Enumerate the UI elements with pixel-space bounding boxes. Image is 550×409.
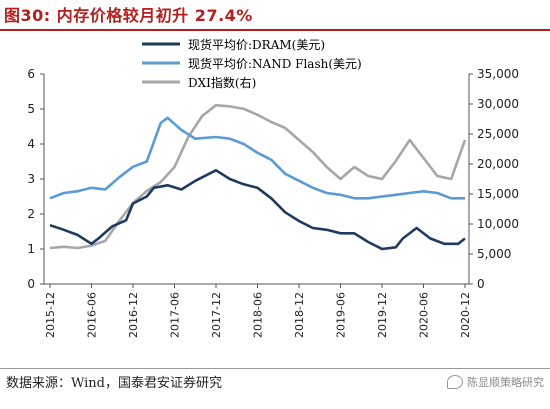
figure-title: 图30: 内存价格较月初升 27.4% <box>4 6 253 25</box>
y-right-tick-label: 30,000 <box>477 97 519 111</box>
y-left-tick-label: 6 <box>27 67 35 81</box>
x-tick-label: 2017-12 <box>210 292 223 338</box>
x-tick-label: 2018-12 <box>293 292 306 338</box>
legend-label-1: 现货平均价:NAND Flash(美元) <box>188 56 362 71</box>
y-left-tick-label: 1 <box>27 242 35 256</box>
chart-legend: 现货平均价:DRAM(美元) 现货平均价:NAND Flash(美元) DXI指数(… <box>142 37 362 90</box>
x-tick-label: 2018-06 <box>252 292 265 338</box>
watermark: 陈显顺策略研究 <box>447 374 544 390</box>
y-right-tick-label: 0 <box>477 277 485 291</box>
x-tick-label: 2019-12 <box>376 292 389 338</box>
source-divider <box>0 368 550 369</box>
legend-label-2: DXI指数(右) <box>188 75 256 90</box>
y-right-tick-label: 15,000 <box>477 187 519 201</box>
series-line-0 <box>49 169 466 251</box>
y-left-tick-label: 0 <box>27 277 35 291</box>
y-left-tick-label: 3 <box>27 172 35 186</box>
y-right-tick-label: 5,000 <box>477 247 511 261</box>
chart: 0 1 2 3 4 5 6 0 5,000 10,000 15,000 20,000 25,000 30,… <box>27 37 519 338</box>
series-line-2 <box>49 103 467 250</box>
y-right-tick-label: 20,000 <box>477 157 519 171</box>
y-right-tick-label: 10,000 <box>477 217 519 231</box>
x-tick-label: 2020-06 <box>418 292 431 338</box>
y-right-tick-label: 35,000 <box>477 67 519 81</box>
legend-label-0: 现货平均价:DRAM(美元) <box>188 37 325 52</box>
x-tick-label: 2017-06 <box>169 292 182 338</box>
chart-axes: 0 1 2 3 4 5 6 0 5,000 10,000 15,000 20,000 25,000 30,… <box>27 67 519 338</box>
x-tick-label: 2019-06 <box>335 292 348 338</box>
watermark-text: 陈显顺策略研究 <box>467 376 544 389</box>
x-tick-label: 2015-12 <box>44 292 57 338</box>
chart-series <box>49 103 467 251</box>
series-line-1 <box>49 116 465 200</box>
y-right-tick-label: 25,000 <box>477 127 519 141</box>
x-tick-label: 2020-12 <box>459 292 472 338</box>
title-divider <box>0 29 550 31</box>
y-left-tick-label: 2 <box>27 207 35 221</box>
x-tick-label: 2016-12 <box>127 292 140 338</box>
x-tick-label: 2016-06 <box>86 292 99 338</box>
y-left-tick-label: 4 <box>27 137 35 151</box>
chat-bubble-icon <box>447 375 463 389</box>
y-left-tick-label: 5 <box>27 102 35 116</box>
source-note: 数据来源：Wind，国泰君安证券研究 <box>6 376 222 391</box>
